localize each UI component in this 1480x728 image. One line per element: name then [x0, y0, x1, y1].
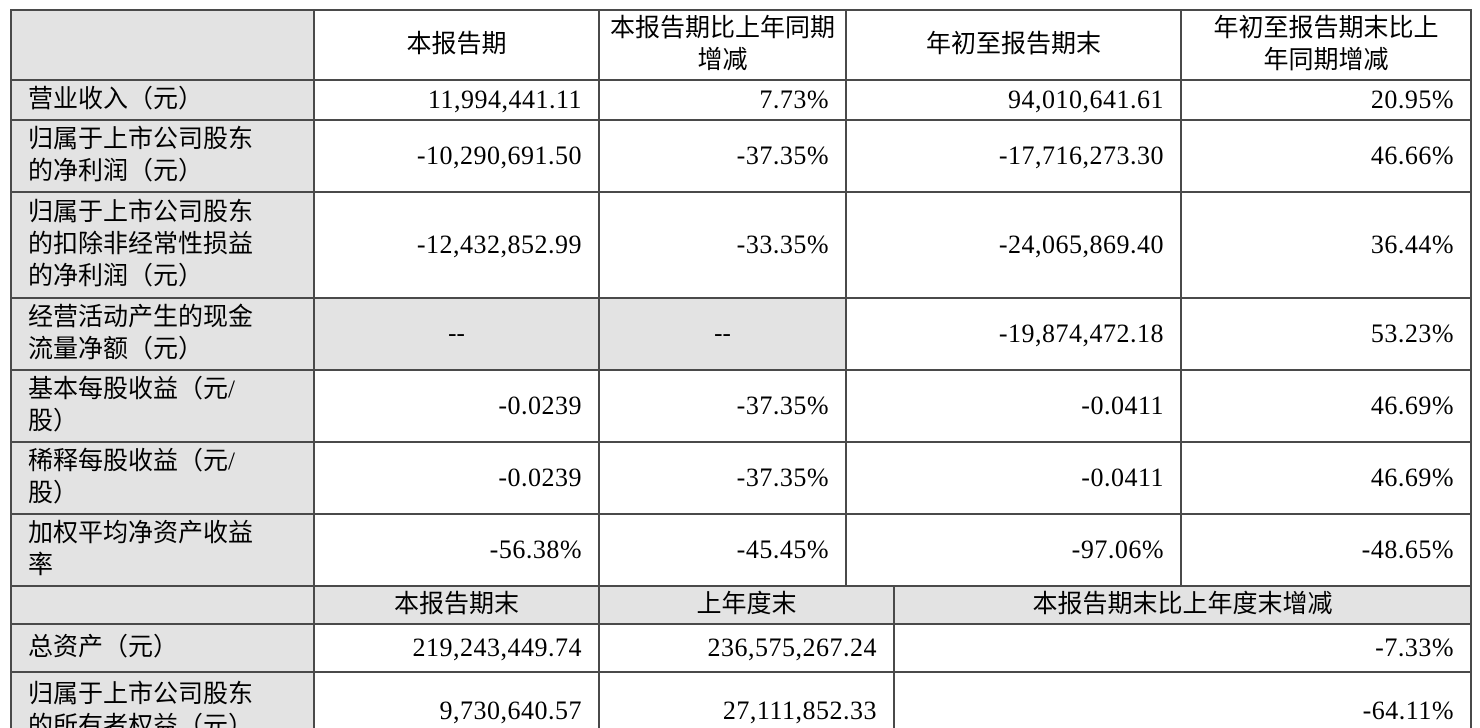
- label-cell: 经营活动产生的现金 流量净额（元）: [10, 297, 315, 371]
- value-cell: 11,994,441.11: [313, 79, 600, 121]
- value-cell: -0.0239: [313, 441, 600, 515]
- value-cell: -19,874,472.18: [845, 297, 1182, 371]
- value-cell: -10,290,691.50: [313, 119, 600, 193]
- value-cell: -48.65%: [1180, 513, 1472, 587]
- value-cell: 94,010,641.61: [845, 79, 1182, 121]
- label-cell: 归属于上市公司股东 的净利润（元）: [10, 119, 315, 193]
- header-row-period: 本报告期 本报告期比上年同期 增减 年初至报告期末 年初至报告期末比上 年同期增…: [10, 9, 1472, 81]
- value-cell: 219,243,449.74: [313, 623, 600, 673]
- value-cell: -17,716,273.30: [845, 119, 1182, 193]
- value-cell: 46.69%: [1180, 441, 1472, 515]
- merged-value-cell: -7.33%: [893, 623, 1472, 673]
- value-cell: -97.06%: [845, 513, 1182, 587]
- value-cell: -24,065,869.40: [845, 191, 1182, 299]
- table-bottom-section: 本报告期末 上年度末 本报告期末比上年度末增减 总资产（元） 219,243,4…: [10, 585, 1472, 728]
- value-cell: -37.35%: [598, 441, 847, 515]
- table-row-operating-cash-flow: 经营活动产生的现金 流量净额（元） -- -- -19,874,472.18 5…: [10, 297, 1472, 371]
- table-row-owners-equity: 归属于上市公司股东 的所有者权益（元） 9,730,640.57 27,111,…: [10, 671, 1472, 728]
- label-cell: 加权平均净资产收益 率: [10, 513, 315, 587]
- value-cell: -45.45%: [598, 513, 847, 587]
- value-cell: 53.23%: [1180, 297, 1472, 371]
- header-cell-end-of-period: 本报告期末: [313, 585, 600, 625]
- value-cell: 9,730,640.57: [313, 671, 600, 728]
- label-cell: 归属于上市公司股东 的所有者权益（元）: [10, 671, 315, 728]
- header-cell-end-of-last-year: 上年度末: [598, 585, 895, 625]
- value-cell: -12,432,852.99: [313, 191, 600, 299]
- table-row-total-assets: 总资产（元） 219,243,449.74 236,575,267.24 -7.…: [10, 623, 1472, 673]
- header-cell-current-period: 本报告期: [313, 9, 600, 81]
- value-cell: 236,575,267.24: [598, 623, 895, 673]
- table-row-basic-eps: 基本每股收益（元/ 股） -0.0239 -37.35% -0.0411 46.…: [10, 369, 1472, 443]
- table-row-net-profit: 归属于上市公司股东 的净利润（元） -10,290,691.50 -37.35%…: [10, 119, 1472, 193]
- label-cell: 归属于上市公司股东 的扣除非经常性损益 的净利润（元）: [10, 191, 315, 299]
- header-cell-year-to-date: 年初至报告期末: [845, 9, 1182, 81]
- value-cell: -56.38%: [313, 513, 600, 587]
- header-cell-blank: [10, 585, 315, 625]
- table-row-diluted-eps: 稀释每股收益（元/ 股） -0.0239 -37.35% -0.0411 46.…: [10, 441, 1472, 515]
- dash-cell: --: [598, 297, 847, 371]
- value-cell: -37.35%: [598, 369, 847, 443]
- table-row-operating-revenue: 营业收入（元） 11,994,441.11 7.73% 94,010,641.6…: [10, 79, 1472, 121]
- label-cell: 基本每股收益（元/ 股）: [10, 369, 315, 443]
- dash-cell: --: [313, 297, 600, 371]
- value-cell: 7.73%: [598, 79, 847, 121]
- value-cell: 20.95%: [1180, 79, 1472, 121]
- value-cell: -0.0411: [845, 441, 1182, 515]
- table-row-net-profit-excl-nonrecurring: 归属于上市公司股东 的扣除非经常性损益 的净利润（元） -12,432,852.…: [10, 191, 1472, 299]
- value-cell: -33.35%: [598, 191, 847, 299]
- header-cell-blank: [10, 9, 315, 81]
- label-cell: 总资产（元）: [10, 623, 315, 673]
- label-cell: 稀释每股收益（元/ 股）: [10, 441, 315, 515]
- label-cell: 营业收入（元）: [10, 79, 315, 121]
- value-cell: -0.0239: [313, 369, 600, 443]
- header-cell-period-yoy-change: 本报告期比上年同期 增减: [598, 9, 847, 81]
- value-cell: -37.35%: [598, 119, 847, 193]
- table-top-section: 本报告期 本报告期比上年同期 增减 年初至报告期末 年初至报告期末比上 年同期增…: [10, 9, 1472, 587]
- value-cell: 46.69%: [1180, 369, 1472, 443]
- header-cell-period-end-change: 本报告期末比上年度末增减: [893, 585, 1472, 625]
- table-row-weighted-avg-roe: 加权平均净资产收益 率 -56.38% -45.45% -97.06% -48.…: [10, 513, 1472, 587]
- header-row-period-end: 本报告期末 上年度末 本报告期末比上年度末增减: [10, 585, 1472, 625]
- header-cell-ytd-yoy-change: 年初至报告期末比上 年同期增减: [1180, 9, 1472, 81]
- value-cell: 27,111,852.33: [598, 671, 895, 728]
- value-cell: 36.44%: [1180, 191, 1472, 299]
- merged-value-cell: -64.11%: [893, 671, 1472, 728]
- value-cell: 46.66%: [1180, 119, 1472, 193]
- value-cell: -0.0411: [845, 369, 1182, 443]
